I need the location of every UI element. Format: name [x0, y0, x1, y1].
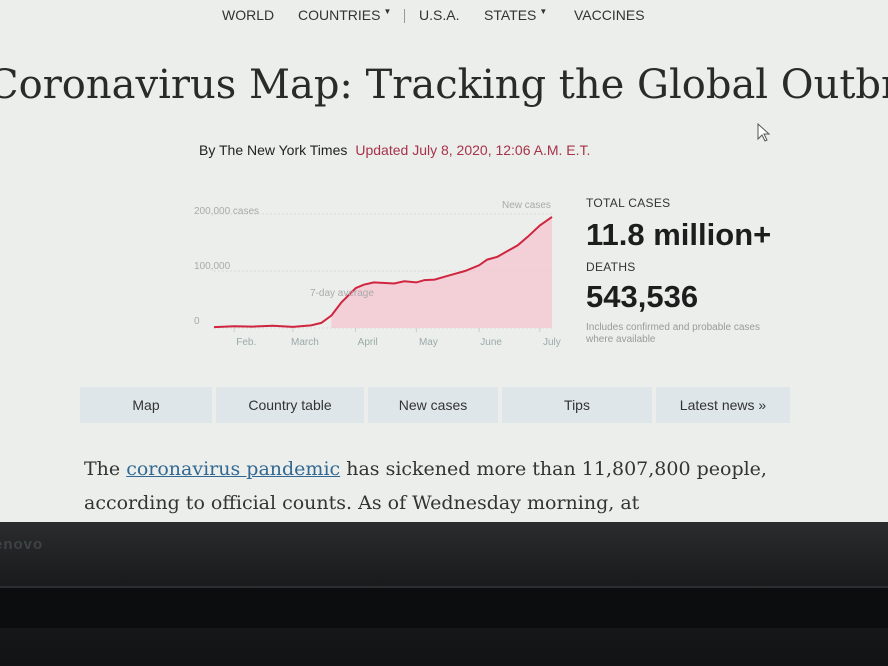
nav-usa[interactable]: U.S.A.: [419, 7, 460, 23]
y-tick-label-2: 0: [194, 316, 200, 327]
nav-states-label: STATES: [484, 7, 537, 23]
top-nav: WORLD COUNTRIES ▼ U.S.A. STATES ▼ VACCINES: [0, 7, 888, 29]
tab-latest-news[interactable]: Latest news »: [656, 387, 790, 423]
body-prefix: The: [84, 458, 127, 480]
x-tick-label: May: [419, 337, 438, 348]
x-tick-label: March: [291, 337, 319, 348]
tab-bar: Map Country table New cases Tips Latest …: [80, 387, 790, 423]
x-tick-label: June: [480, 337, 502, 348]
nav-divider: [404, 9, 405, 23]
tab-map[interactable]: Map: [80, 387, 212, 423]
coronavirus-pandemic-link[interactable]: coronavirus pandemic: [126, 458, 341, 480]
y-tick-label-0: 200,000 cases: [194, 206, 259, 217]
deaths-label: DEATHS: [586, 260, 636, 274]
nav-world[interactable]: WORLD: [222, 7, 275, 23]
mouse-pointer-icon: [757, 122, 771, 142]
body-suffix: has sickened more than 11,807,800 people…: [84, 458, 767, 514]
total-cases-value: 11.8 million+: [586, 217, 772, 252]
keyboard-edge: [0, 586, 888, 628]
article-body: The coronavirus pandemic has sickened mo…: [84, 452, 784, 520]
new-cases-annotation: New cases: [502, 200, 551, 211]
nav-countries[interactable]: COUNTRIES ▼: [298, 7, 391, 23]
screen: WORLD COUNTRIES ▼ U.S.A. STATES ▼ VACCINES…: [0, 0, 888, 528]
new-cases-line: [213, 216, 553, 329]
byline-author: By The New York Times: [199, 142, 348, 158]
tab-country-table[interactable]: Country table: [216, 387, 364, 423]
byline: By The New York Times Updated July 8, 202…: [199, 142, 590, 158]
stats-note: Includes confirmed and probable cases wh…: [586, 322, 760, 345]
total-cases-label: TOTAL CASES: [586, 196, 671, 210]
x-axis-ticks: Feb. March April May June July: [233, 328, 561, 348]
x-tick-label: Feb.: [236, 337, 256, 348]
cases-chart: 200,000 cases 100,000 0 Feb. March April Ma…: [194, 200, 561, 348]
seven-day-average-annotation: 7-day average: [310, 288, 374, 299]
nav-vaccines[interactable]: VACCINES: [574, 7, 645, 23]
x-tick-label: April: [358, 337, 378, 348]
x-tick-label: July: [543, 337, 561, 348]
tab-new-cases[interactable]: New cases: [368, 387, 498, 423]
byline-updated: Updated July 8, 2020, 12:06 A.M. E.T.: [355, 142, 591, 158]
caret-down-icon: ▼: [539, 7, 548, 16]
nav-states[interactable]: STATES ▼: [484, 7, 547, 23]
deaths-value: 543,536: [586, 279, 699, 314]
y-tick-label-1: 100,000: [194, 261, 231, 272]
new-cases-area: [331, 216, 552, 328]
nav-countries-label: COUNTRIES: [298, 7, 381, 23]
laptop-brand-logo: enovo: [0, 536, 44, 553]
caret-down-icon: ▼: [383, 7, 392, 16]
page-title: Coronavirus Map: Tracking the Global Out…: [0, 62, 888, 108]
tab-tips[interactable]: Tips: [502, 387, 652, 423]
